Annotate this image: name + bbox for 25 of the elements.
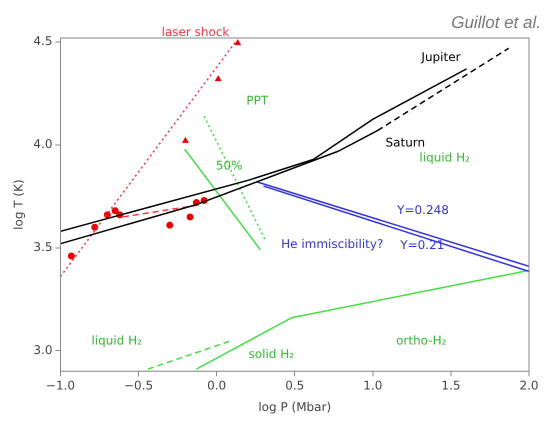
annotation: He immiscibility? [281,236,384,251]
y-tick-label: 3.0 [33,342,52,357]
series-label: laser shock [162,25,230,40]
y-tick-label: 4.5 [33,34,52,48]
annotation: solid H₂ [248,346,294,361]
x-tick-label: −1.0 [46,378,76,393]
x-tick-label: 1.0 [363,378,382,393]
annotation: liquid H₂ [419,150,470,164]
annotation: PPT [246,94,269,108]
annotation: ortho-H₂ [396,334,447,348]
text: Guillot et al. [451,13,541,32]
x-tick-label: 0.5 [285,378,304,393]
x-axis-title: log P (Mbar) [258,400,332,414]
series-label: Jupiter [420,50,461,64]
y-axis-title: log T (K) [11,179,26,230]
x-tick-label: 0.0 [207,378,226,393]
y-tick-label: 4.0 [33,137,52,152]
x-tick-label: 2.0 [519,378,539,393]
series-label: Saturn [386,136,426,150]
series-label: Y=0.248 [396,203,449,218]
annotation: 50% [216,158,242,173]
x-tick-label: 1.5 [441,378,460,393]
x-tick-label: −0.5 [124,378,154,393]
annotation: liquid H₂ [91,334,142,348]
y-tick-label: 3.5 [33,240,52,254]
